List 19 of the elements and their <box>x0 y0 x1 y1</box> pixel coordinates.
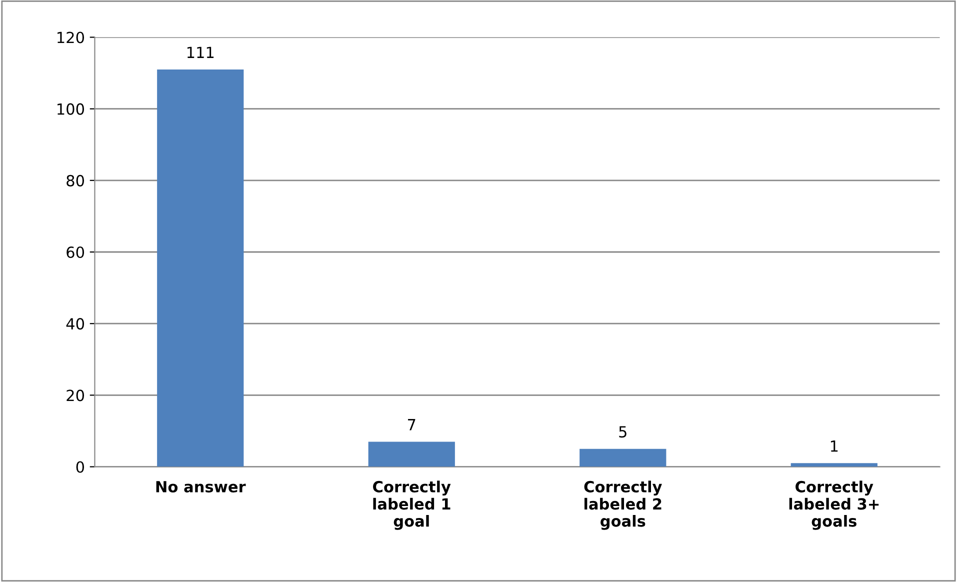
bar <box>580 448 666 467</box>
data-label: 1 <box>830 440 838 452</box>
y-tick-label: 60 <box>66 246 84 258</box>
bar <box>368 442 455 467</box>
bar <box>790 463 878 467</box>
y-tick-label: 40 <box>66 318 84 330</box>
data-label: 111 <box>187 46 214 58</box>
data-label: 7 <box>408 419 416 430</box>
x-tick-label: Correctly labeled 3+ goals <box>789 480 879 530</box>
x-tick-label: Correctly labeled 2 goals <box>584 480 662 530</box>
y-tick-label: 100 <box>58 103 84 115</box>
bar <box>157 69 244 467</box>
x-tick-label: Correctly labeled 1 goal <box>373 480 451 530</box>
y-tick-label: 80 <box>66 174 84 186</box>
y-tick-label: 0 <box>76 461 84 473</box>
y-tick-label: 20 <box>66 390 84 402</box>
data-label: 5 <box>619 426 626 438</box>
y-tick-label: 120 <box>58 32 84 44</box>
x-tick-label: No answer <box>156 481 246 492</box>
